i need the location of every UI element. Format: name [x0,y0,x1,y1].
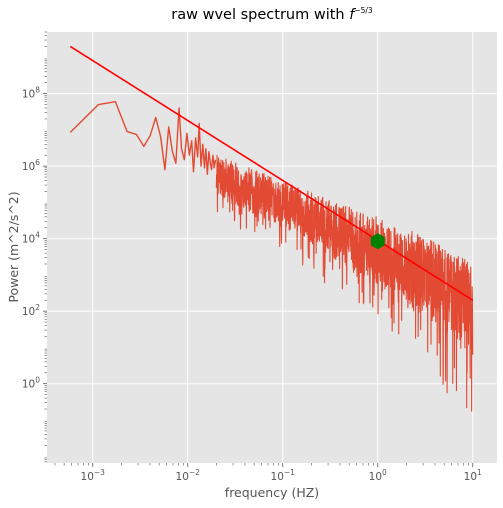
reference-marker [370,233,385,250]
spectrum-line [69,100,217,175]
grid [47,32,497,463]
y-tick-label: 108 [22,86,40,101]
x-tick-label: 10−1 [271,468,296,483]
x-tick-label: 100 [369,468,387,483]
y-tick-label: 106 [22,158,40,173]
power-law-fit-line [69,45,474,301]
fit-layer [69,45,474,301]
series-layer [69,100,474,412]
y-tick-label: 104 [22,231,40,246]
y-ticks: 100 102 104 106 108 [22,31,47,463]
y-tick-label: 100 [22,376,40,391]
x-axis-label: frequency (HZ) [225,485,319,500]
x-tick-label: 10−2 [176,468,201,483]
plot-background [47,32,497,463]
spectrum-noise-line [215,154,474,412]
x-ticks: 10−3 10−2 10−1 100 101 [54,463,482,483]
x-tick-label: 101 [464,468,482,483]
chart-title: raw wvel spectrum with f−5/3 [171,6,373,23]
x-tick-label: 10−3 [81,468,106,483]
y-tick-label: 102 [22,303,40,318]
y-axis-label: Power (m^2/s^2) [6,191,21,302]
marker-layer [370,233,385,250]
